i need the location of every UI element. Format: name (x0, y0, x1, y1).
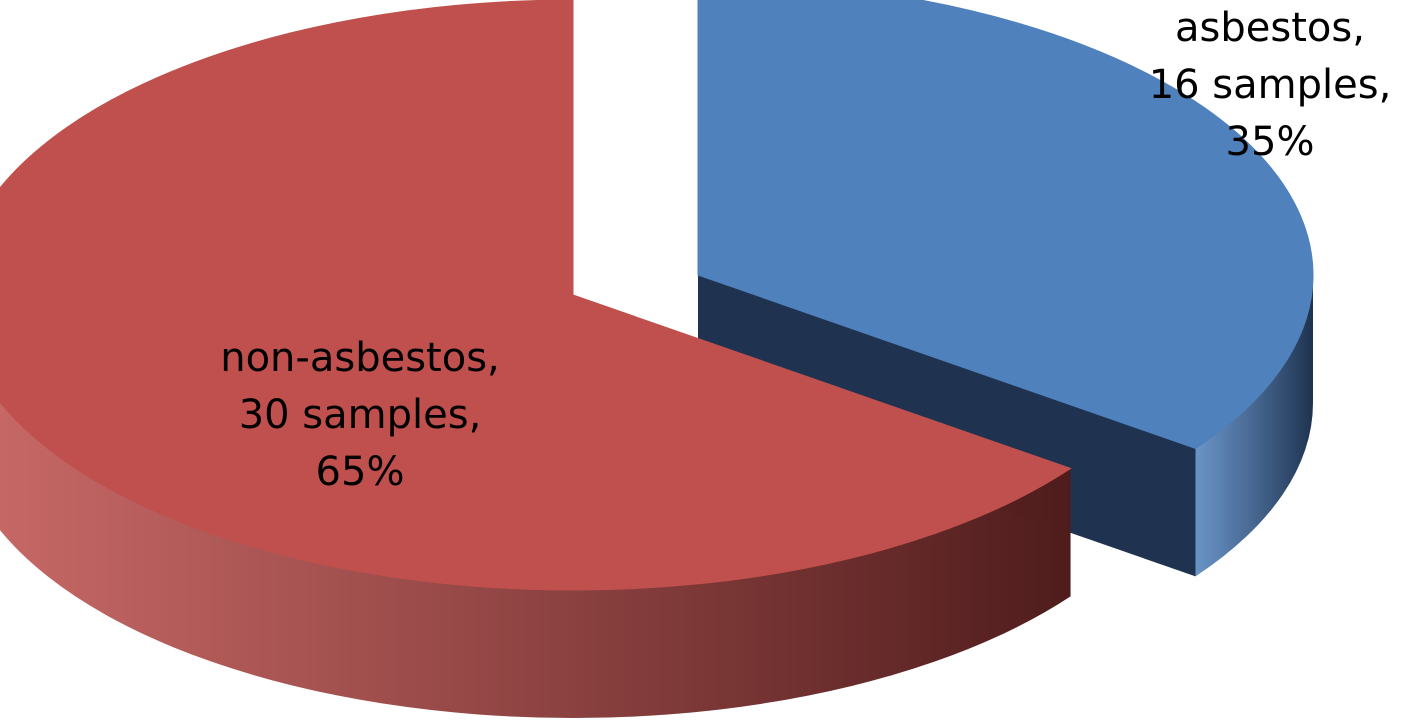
slice-label-asbestos-count: 16 samples, (1148, 62, 1392, 108)
slice-label-non-asbestos-count: 30 samples, (238, 392, 482, 438)
slice-label-non-asbestos-percent: 65% (315, 449, 405, 495)
slice-label-asbestos-name: asbestos, (1175, 5, 1365, 51)
slice-side-asbestos (1195, 275, 1313, 577)
slice-label-non-asbestos-name: non-asbestos, (220, 335, 500, 381)
slice-top-asbestos (697, 0, 1314, 449)
slice-label-non-asbestos: non-asbestos, 30 samples, 65% (190, 330, 530, 501)
slice-side-non-asbestos (0, 402, 1071, 719)
slice-label-asbestos-percent: 35% (1225, 119, 1315, 165)
slice-top-non-asbestos (0, 0, 1072, 591)
slice-label-asbestos: asbestos, 16 samples, 35% (1140, 0, 1400, 171)
